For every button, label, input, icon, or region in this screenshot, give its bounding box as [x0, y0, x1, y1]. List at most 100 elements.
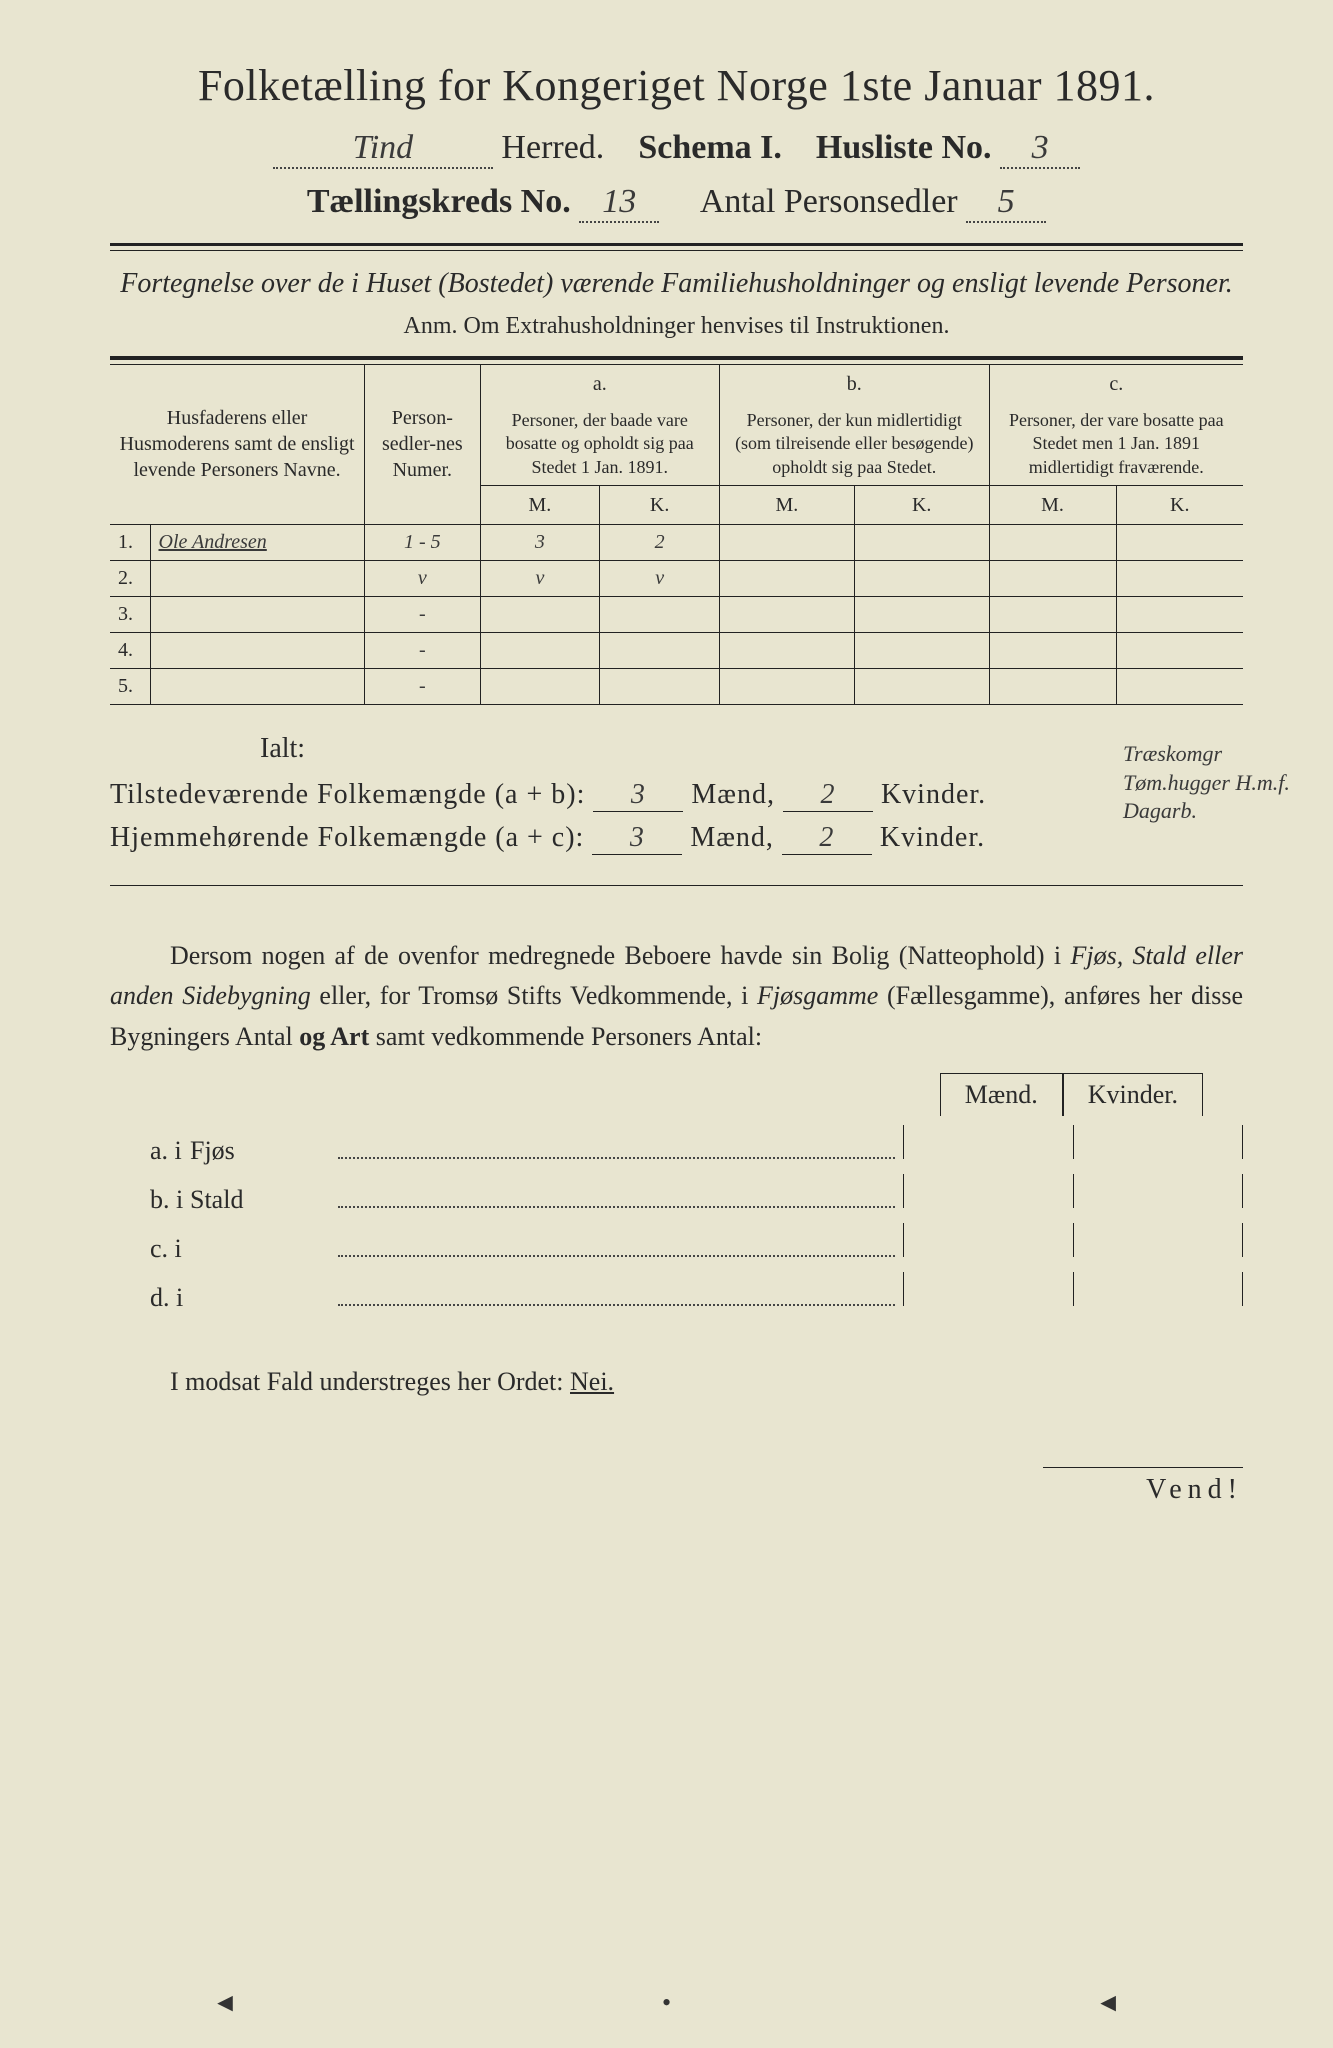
row-numer: -	[365, 668, 480, 704]
row-b-m	[720, 524, 855, 560]
row-c-m	[989, 596, 1116, 632]
table-body: 1.Ole Andresen1 - 5322.vvv3.-4.-5.-	[110, 524, 1243, 704]
binding-pins: ◄ • ◄	[0, 1988, 1333, 2018]
row-a-m: v	[480, 560, 600, 596]
divider-single	[110, 885, 1243, 886]
side-rows: a. iFjøsb. iStaldc. id. i	[110, 1121, 1243, 1317]
row-num: 1.	[110, 524, 150, 560]
side-mk	[903, 1223, 1243, 1257]
herred-value: Tind	[273, 129, 493, 169]
mk-kvinder: Kvinder.	[1063, 1073, 1203, 1116]
row-c-k	[1116, 596, 1243, 632]
vend-label: Vend!	[1043, 1467, 1243, 1506]
pin-icon: ◄	[1095, 1988, 1121, 2018]
husliste-label: Husliste No.	[816, 129, 992, 166]
col-numer: Person-sedler-nes Numer.	[365, 364, 480, 524]
side-table: Mænd.Kvinder. a. iFjøsb. iStaldc. id. i	[110, 1081, 1243, 1317]
totals-l2-k: 2	[782, 822, 872, 855]
nei-text: I modsat Fald understreges her Ordet:	[170, 1367, 564, 1396]
side-label: a. i	[110, 1136, 190, 1166]
col-b-m: M.	[720, 485, 855, 524]
personsedler-value: 5	[966, 183, 1046, 223]
row-c-k	[1116, 524, 1243, 560]
totals-maend-1: Mænd,	[691, 779, 775, 810]
row-b-m	[720, 668, 855, 704]
divider-double	[110, 243, 1243, 251]
row-b-m	[720, 632, 855, 668]
row-b-k	[854, 668, 989, 704]
mk-maend: Mænd.	[940, 1073, 1063, 1116]
side-label: b. i	[110, 1185, 190, 1215]
row-num: 5.	[110, 668, 150, 704]
row-a-k	[600, 668, 720, 704]
col-a-label: a.	[480, 364, 719, 403]
kreds-label: Tællingskreds No.	[307, 183, 571, 220]
husliste-value: 3	[1000, 129, 1080, 169]
row-num: 2.	[110, 560, 150, 596]
nei-word: Nei.	[570, 1367, 614, 1396]
col-b-k: K.	[854, 485, 989, 524]
anm-note: Anm. Om Extrahusholdninger henvises til …	[110, 313, 1243, 340]
margin-note: Træskomgr Tøm.hugger H.m.f. Dagarb.	[1123, 740, 1303, 826]
bolig-paragraph: Dersom nogen af de ovenfor medregnede Be…	[110, 936, 1243, 1057]
row-b-m	[720, 560, 855, 596]
table-row: 3.-	[110, 596, 1243, 632]
side-type: Fjøs	[190, 1136, 330, 1166]
table-top-rule	[110, 356, 1243, 360]
row-num: 3.	[110, 596, 150, 632]
nei-line: I modsat Fald understreges her Ordet: Ne…	[110, 1367, 1243, 1397]
col-c-k: K.	[1116, 485, 1243, 524]
totals-line-1: Tilstedeværende Folkemængde (a + b): 3 M…	[110, 779, 1243, 812]
totals-l1-m: 3	[593, 779, 683, 812]
side-dots	[338, 1280, 895, 1306]
table-row: 4.-	[110, 632, 1243, 668]
col-c-label: c.	[989, 364, 1243, 403]
row-c-m	[989, 524, 1116, 560]
totals-line2-label: Hjemmehørende Folkemængde (a + c):	[110, 822, 584, 853]
row-a-k: 2	[600, 524, 720, 560]
fortegnelse-heading: Fortegnelse over de i Huset (Bostedet) v…	[110, 265, 1243, 303]
row-c-k	[1116, 668, 1243, 704]
row-c-k	[1116, 560, 1243, 596]
col-c-m: M.	[989, 485, 1116, 524]
totals-block: Ialt: Tilstedeværende Folkemængde (a + b…	[110, 733, 1243, 855]
row-b-k	[854, 596, 989, 632]
side-row: d. i	[110, 1268, 1243, 1317]
side-dots	[338, 1231, 895, 1257]
row-a-k	[600, 632, 720, 668]
row-numer: v	[365, 560, 480, 596]
herred-label: Herred.	[501, 129, 604, 166]
side-dots	[338, 1182, 895, 1208]
col-a-m: M.	[480, 485, 600, 524]
side-type: Stald	[190, 1185, 330, 1215]
pin-icon: •	[662, 1988, 671, 2018]
page-title: Folketælling for Kongeriget Norge 1ste J…	[110, 60, 1243, 111]
row-name	[150, 632, 365, 668]
row-name	[150, 596, 365, 632]
row-numer: -	[365, 632, 480, 668]
row-b-k	[854, 632, 989, 668]
side-row: a. iFjøs	[110, 1121, 1243, 1170]
pin-icon: ◄	[212, 1988, 238, 2018]
row-c-m	[989, 560, 1116, 596]
census-table: Husfaderens eller Husmoderens samt de en…	[110, 364, 1243, 705]
row-a-k: v	[600, 560, 720, 596]
totals-line1-label: Tilstedeværende Folkemængde (a + b):	[110, 779, 585, 810]
table-row: 5. -	[110, 668, 1243, 704]
row-b-m	[720, 596, 855, 632]
row-name	[150, 668, 365, 704]
col-c-text: Personer, der vare bosatte paa Stedet me…	[989, 403, 1243, 486]
row-a-m: 3	[480, 524, 600, 560]
side-label: d. i	[110, 1283, 190, 1313]
row-c-m	[989, 668, 1116, 704]
totals-l2-m: 3	[592, 822, 682, 855]
col-a-k: K.	[600, 485, 720, 524]
row-a-m	[480, 668, 600, 704]
totals-kvinder-1: Kvinder.	[881, 779, 986, 810]
side-mk	[903, 1272, 1243, 1306]
mk-header: Mænd.Kvinder.	[940, 1073, 1203, 1116]
header-row-1: Tind Herred. Schema I. Husliste No. 3	[110, 129, 1243, 169]
kreds-value: 13	[579, 183, 659, 223]
row-c-m	[989, 632, 1116, 668]
totals-line-2: Hjemmehørende Folkemængde (a + c): 3 Mæn…	[110, 822, 1243, 855]
